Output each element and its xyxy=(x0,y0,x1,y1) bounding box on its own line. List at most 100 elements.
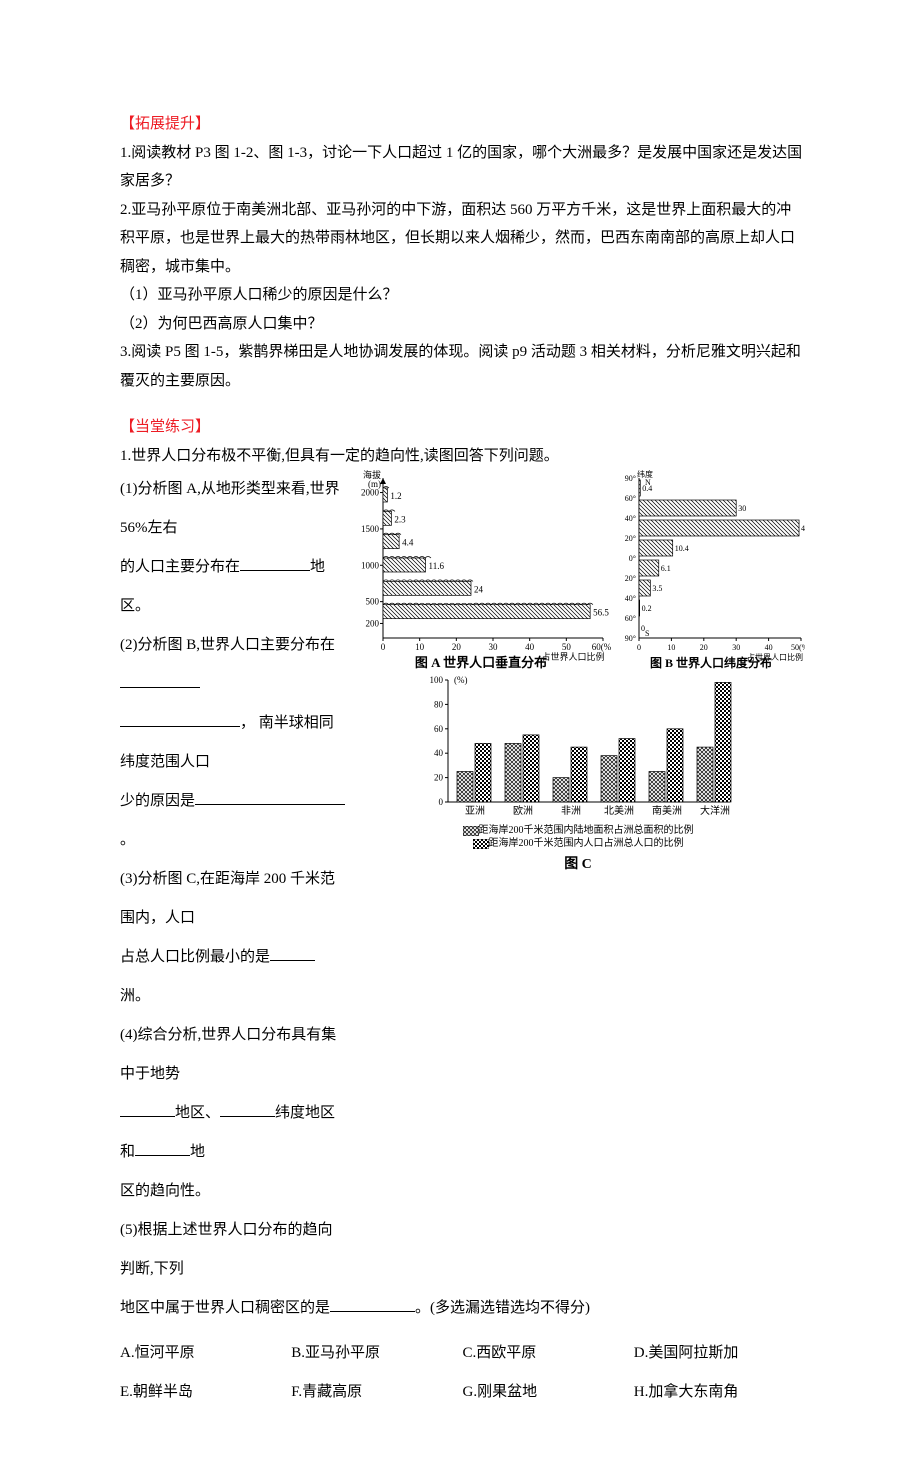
chart-b: 01020304050(%)90°60°40°20°0°20°40°60°90°… xyxy=(617,470,805,670)
blank-q3[interactable] xyxy=(270,945,315,961)
svg-text:大洋洲: 大洋洲 xyxy=(700,804,730,817)
s1-p2q2: （2）为何巴西高原人口集中？ xyxy=(120,310,805,339)
q2-pre: (2)分析图 B,世界人口主要分布在 xyxy=(120,637,335,653)
svg-text:24: 24 xyxy=(474,584,484,594)
svg-text:0°: 0° xyxy=(629,554,636,563)
q5-line2: 地区中属于世界人口稠密区的是。(多选漏选错选均不得分) xyxy=(120,1289,805,1328)
opt-c: C.西欧平原 xyxy=(463,1334,634,1373)
section1-title-text: 【拓展提升】 xyxy=(120,116,210,132)
opt-b: B.亚马孙平原 xyxy=(291,1334,462,1373)
legend1: 距海岸200千米范围内陆地面积占洲总面积的比例 xyxy=(479,825,694,836)
svg-text:亚洲: 亚洲 xyxy=(465,805,485,817)
svg-text:10: 10 xyxy=(667,643,675,652)
charts-right: 0102030405060(%)2005001000150020001.22.3… xyxy=(345,470,805,1289)
svg-text:(m): (m) xyxy=(368,479,381,489)
blank-q4c[interactable] xyxy=(135,1140,190,1156)
section2-title: 【当堂练习】 xyxy=(120,413,805,442)
svg-text:6.1: 6.1 xyxy=(661,564,671,573)
questions-left: (1)分析图 A,从地形类型来看,世界 56%左右 的人口主要分布在地区。 (2… xyxy=(120,470,345,1289)
questions-and-charts: (1)分析图 A,从地形类型来看,世界 56%左右 的人口主要分布在地区。 (2… xyxy=(120,470,805,1289)
svg-text:20: 20 xyxy=(700,643,708,652)
svg-text:20°: 20° xyxy=(625,574,636,583)
svg-text:图 B 世界人口纬度分布: 图 B 世界人口纬度分布 xyxy=(650,655,772,670)
blank-q5[interactable] xyxy=(330,1296,415,1312)
svg-text:1000: 1000 xyxy=(361,560,380,570)
svg-text:10: 10 xyxy=(415,642,425,652)
svg-text:80: 80 xyxy=(434,699,444,709)
options: A.恒河平原 B.亚马孙平原 C.西欧平原 D.美国阿拉斯加 E.朝鲜半岛 F.… xyxy=(120,1334,805,1412)
opt-e: E.朝鲜半岛 xyxy=(120,1373,291,1412)
s2-intro: 1.世界人口分布极不平衡,但具有一定的趋向性,读图回答下列问题。 xyxy=(120,442,805,471)
section2: 【当堂练习】 1.世界人口分布极不平衡,但具有一定的趋向性,读图回答下列问题。 … xyxy=(120,413,805,1412)
opt-a: A.恒河平原 xyxy=(120,1334,291,1373)
svg-text:90°: 90° xyxy=(625,474,636,483)
s1-p1: 1.阅读教材 P3 图 1-2、图 1-3，讨论一下人口超过 1 亿的国家，哪个… xyxy=(120,139,805,196)
page-root: 【拓展提升】 1.阅读教材 P3 图 1-2、图 1-3，讨论一下人口超过 1 … xyxy=(0,0,920,1472)
svg-text:50: 50 xyxy=(562,642,572,652)
chart-c-wrap: 020406080100(%)亚洲欧洲非洲北美洲南美洲大洋洲 距海岸200千米范… xyxy=(351,672,805,879)
chart-a-svg: 0102030405060(%)2005001000150020001.22.3… xyxy=(351,470,611,670)
svg-text:200: 200 xyxy=(366,618,380,628)
svg-text:2.3: 2.3 xyxy=(394,514,406,524)
blank-q2c[interactable] xyxy=(195,789,345,805)
blank-q2a[interactable] xyxy=(120,672,200,688)
chart-c: 020406080100(%)亚洲欧洲非洲北美洲南美洲大洋洲 xyxy=(418,672,738,822)
svg-text:(%): (%) xyxy=(454,675,468,685)
svg-text:北美洲: 北美洲 xyxy=(604,804,634,817)
blank-q4a[interactable] xyxy=(120,1101,175,1117)
q5-pre: (5)根据上述世界人口分布的趋向判断,下列 xyxy=(120,1222,333,1277)
s1-p2q1: （1）亚马孙平原人口稀少的原因是什么？ xyxy=(120,281,805,310)
svg-text:100: 100 xyxy=(430,675,444,685)
legend-row-2: 距海岸200千米范围内人口占洲总人口的比例 xyxy=(351,837,805,850)
svg-text:60: 60 xyxy=(434,724,444,734)
svg-text:非洲: 非洲 xyxy=(561,805,581,817)
svg-text:30: 30 xyxy=(489,642,499,652)
charts-top-row: 0102030405060(%)2005001000150020001.22.3… xyxy=(351,470,805,670)
q4-mid3: 地 xyxy=(190,1144,205,1160)
section1-title: 【拓展提升】 xyxy=(120,110,805,139)
svg-text:0: 0 xyxy=(381,642,386,652)
q4-pre: (4)综合分析,世界人口分布具有集中于地势 xyxy=(120,1027,336,1082)
svg-text:0.2: 0.2 xyxy=(642,604,652,613)
svg-text:50(%): 50(%) xyxy=(791,643,805,652)
q4-mid1: 地区、 xyxy=(175,1105,220,1121)
svg-text:0: 0 xyxy=(637,643,641,652)
chart-c-title: 图 C xyxy=(351,852,805,879)
legend-row-1: 距海岸200千米范围内陆地面积占洲总面积的比例 xyxy=(351,824,805,837)
s1-p3: 3.阅读 P5 图 1-5，紫鹊界梯田是人地协调发展的体现。阅读 p9 活动题 … xyxy=(120,338,805,395)
svg-text:40: 40 xyxy=(765,643,773,652)
svg-text:2000: 2000 xyxy=(361,488,380,498)
svg-text:20: 20 xyxy=(434,773,444,783)
svg-text:11.6: 11.6 xyxy=(429,561,445,571)
svg-text:4.4: 4.4 xyxy=(402,538,414,548)
chart-c-svg: 020406080100(%)亚洲欧洲非洲北美洲南美洲大洋洲 xyxy=(418,672,738,822)
blank-q2b[interactable] xyxy=(120,711,240,727)
svg-text:40°: 40° xyxy=(625,514,636,523)
svg-text:60(%): 60(%) xyxy=(592,642,611,652)
opt-f: F.青藏高原 xyxy=(291,1373,462,1412)
blank-q1[interactable] xyxy=(240,555,310,571)
svg-text:40: 40 xyxy=(434,748,444,758)
q3-pre: (3)分析图 C,在距海岸 200 千米范围内，人口 xyxy=(120,871,335,926)
svg-text:10.4: 10.4 xyxy=(675,544,689,553)
svg-text:20: 20 xyxy=(452,642,462,652)
svg-text:30: 30 xyxy=(732,643,740,652)
q5-line2-suf: 。(多选漏选错选均不得分) xyxy=(415,1300,590,1316)
q3-mid-suf: 洲。 xyxy=(120,988,150,1004)
q4-suf: 区的趋向性。 xyxy=(120,1183,210,1199)
q1b-pre: 的人口主要分布在 xyxy=(120,559,240,575)
opt-g: G.刚果盆地 xyxy=(463,1373,634,1412)
svg-text:S: S xyxy=(645,629,649,638)
svg-text:60°: 60° xyxy=(625,614,636,623)
svg-text:49.4: 49.4 xyxy=(801,524,805,533)
svg-text:南美洲: 南美洲 xyxy=(652,804,682,817)
blank-q4b[interactable] xyxy=(220,1101,275,1117)
svg-text:30: 30 xyxy=(738,504,746,513)
section2-title-text: 【当堂练习】 xyxy=(120,419,210,435)
chart-a: 0102030405060(%)2005001000150020001.22.3… xyxy=(351,470,611,670)
s1-p2a: 2.亚马孙平原位于南美洲北部、亚马孙河的中下游，面积达 560 万平方千米，这是… xyxy=(120,196,805,282)
svg-text:60°: 60° xyxy=(625,494,636,503)
svg-text:0: 0 xyxy=(439,797,444,807)
legend2: 距海岸200千米范围内人口占洲总人口的比例 xyxy=(489,838,684,849)
svg-text:40: 40 xyxy=(525,642,535,652)
